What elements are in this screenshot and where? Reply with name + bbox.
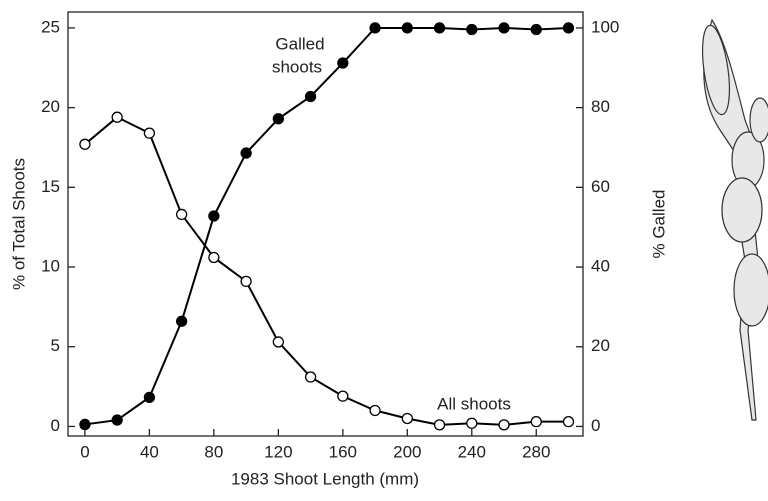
data-point — [175, 208, 188, 221]
y-tick-label: 20 — [41, 97, 60, 116]
annotation: All shoots — [437, 394, 511, 413]
y-tick-label: 25 — [41, 17, 60, 36]
y2-tick-label: 40 — [591, 257, 610, 276]
data-point — [79, 418, 91, 431]
y-tick-label: 5 — [51, 336, 60, 355]
data-point — [143, 127, 156, 139]
y2-tick-label: 80 — [591, 97, 610, 116]
annotation: Galled — [275, 34, 324, 53]
data-point — [401, 22, 413, 34]
y2-tick-label: 20 — [591, 336, 610, 355]
data-point — [466, 417, 478, 429]
data-point — [530, 416, 542, 428]
data-point — [240, 275, 252, 288]
y2-tick-label: 0 — [591, 416, 600, 435]
data-point — [369, 404, 381, 417]
data-point — [304, 371, 317, 383]
x-tick-label: 200 — [393, 442, 421, 461]
illustration — [701, 18, 768, 421]
data-point — [337, 57, 349, 69]
y-tick-label: 0 — [51, 416, 60, 435]
data-point — [79, 138, 91, 150]
data-point — [562, 416, 575, 428]
y2-axis-label: % Galled — [649, 190, 668, 259]
data-point — [272, 336, 285, 348]
data-point — [433, 22, 446, 34]
x-tick-label: 120 — [264, 442, 292, 461]
x-tick-label: 80 — [204, 442, 223, 461]
y-tick-label: 10 — [41, 257, 60, 276]
data-point — [272, 113, 285, 125]
data-point — [337, 390, 349, 402]
y2-tick-label: 60 — [591, 177, 610, 196]
data-point — [143, 391, 156, 403]
data-point — [401, 412, 413, 425]
y-axis-label: % of Total Shoots — [9, 158, 28, 290]
data-point — [369, 22, 381, 34]
data-point — [240, 147, 252, 159]
data-point — [498, 22, 510, 34]
y-tick-label: 15 — [41, 177, 60, 196]
annotation: shoots — [272, 57, 322, 76]
series-line — [84, 26, 569, 426]
data-point — [466, 23, 478, 36]
plot-frame — [67, 11, 584, 437]
data-point — [175, 315, 188, 327]
x-tick-label: 40 — [140, 442, 159, 461]
x-tick-label: 160 — [329, 442, 357, 461]
x-tick-label: 0 — [80, 442, 89, 461]
data-point — [208, 251, 220, 264]
x-tick-label: 240 — [458, 442, 486, 461]
data-point — [498, 419, 510, 431]
data-point — [304, 90, 317, 103]
x-tick-label: 280 — [522, 442, 550, 461]
data-point — [111, 111, 123, 123]
data-point — [208, 210, 220, 222]
data-point — [111, 414, 123, 426]
series-line — [84, 116, 569, 426]
data-point — [433, 419, 446, 431]
data-point — [530, 23, 542, 36]
y2-tick-label: 100 — [591, 17, 619, 36]
data-point — [562, 22, 575, 34]
x-axis-label: 1983 Shoot Length (mm) — [231, 469, 419, 488]
